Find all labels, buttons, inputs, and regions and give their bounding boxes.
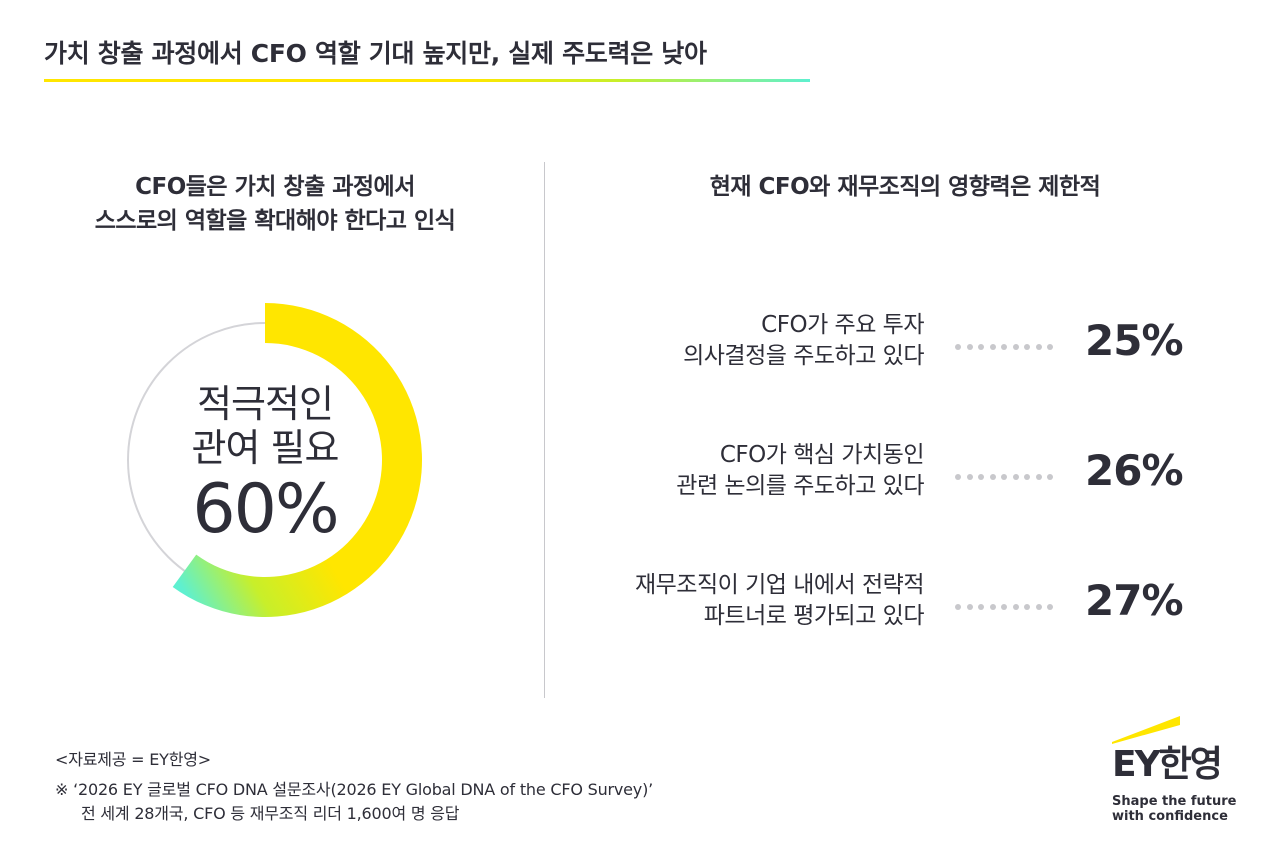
leader-dot [1001,474,1007,480]
leader-dot [966,604,973,610]
footer-notes: <자료제공 = EY한영> ※ ‘2026 EY 글로벌 CFO DNA 설문조… [55,748,653,826]
stat-value: 25% [1085,316,1184,365]
leader-dot [966,344,973,350]
footer-source: <자료제공 = EY한영> [55,750,211,769]
title-underline [44,79,810,82]
donut-label-line2: 관여 필요 [191,426,340,470]
footer-note-line2: 전 세계 28개국, CFO 등 재무조직 리더 1,600여 명 응답 [81,804,460,823]
leader-dot [1012,604,1019,610]
leader-dot [1035,474,1042,480]
donut-label-line1: 적극적인 [197,382,334,426]
leader-dot [1024,344,1030,350]
leader-dot [955,604,961,610]
stat-row-investment: CFO가 주요 투자 의사결정을 주도하고 있다 25% [570,310,1220,390]
page-title: 가치 창출 과정에서 CFO 역할 기대 높지만, 실제 주도력은 낮아 [44,39,707,68]
leader-dot [1001,604,1007,610]
stat-row-value-driver: CFO가 핵심 가치동인 관련 논의를 주도하고 있다 26% [570,440,1220,520]
footer-note-line1: ※ ‘2026 EY 글로벌 CFO DNA 설문조사(2026 EY Glob… [55,780,654,799]
left-heading-line1: CFO들은 가치 창출 과정에서 [135,174,415,200]
stat-label-line1: CFO가 핵심 가치동인 [719,442,925,468]
dotted-leader [955,604,1055,612]
donut-chart [127,303,423,617]
vertical-divider [544,162,545,698]
stat-label-line2: 파트너로 평가되고 있다 [703,603,925,629]
leader-dot [966,474,973,480]
leader-dot [1024,604,1030,610]
leader-dot [1024,474,1030,480]
leader-dot [1047,344,1053,350]
donut-value: 60% [192,470,339,549]
dotted-leader [955,474,1055,482]
leader-dot [1012,474,1019,480]
stat-value: 26% [1085,446,1184,495]
leader-dot [1012,344,1019,350]
leader-dot [989,474,996,480]
leader-dot [1035,604,1042,610]
leader-dot [978,604,984,610]
stat-value: 27% [1085,576,1184,625]
leader-dot [955,474,961,480]
logo-tagline-line1: Shape the future [1112,794,1237,809]
leader-dot [955,344,961,350]
leader-dot [978,474,984,480]
left-heading-line2: 스스로의 역할을 확대해야 한다고 인식 [94,208,456,234]
logo-tagline: Shape the future with confidence [1112,794,1252,824]
stat-label-line2: 관련 논의를 주도하고 있다 [676,473,924,499]
leader-dot [1047,604,1053,610]
dotted-leader [955,344,1055,352]
leader-dot [1001,344,1007,350]
stat-label-line2: 의사결정을 주도하고 있다 [683,343,924,369]
logo-slash-icon [1112,716,1180,744]
right-heading: 현재 CFO와 재무조직의 영향력은 제한적 [709,174,1101,200]
stat-label-line1: CFO가 주요 투자 [761,312,924,338]
leader-dot [978,344,984,350]
donut-value-arc [172,303,423,617]
stat-label-line1: 재무조직이 기업 내에서 전략적 [634,572,925,598]
stat-label: CFO가 핵심 가치동인 관련 논의를 주도하고 있다 [544,440,924,502]
leader-dot [1035,344,1042,350]
stat-label: 재무조직이 기업 내에서 전략적 파트너로 평가되고 있다 [544,570,925,632]
leader-dot [989,344,996,350]
ey-logo: EY한영 Shape the future with confidence [1112,714,1242,834]
logo-tagline-line2: with confidence [1112,809,1228,824]
stat-label: CFO가 주요 투자 의사결정을 주도하고 있다 [544,310,924,372]
logo-wordmark: EY한영 [1112,744,1223,785]
left-heading: CFO들은 가치 창출 과정에서 스스로의 역할을 확대해야 한다고 인식 [40,170,510,238]
leader-dot [1047,474,1053,480]
leader-dot [989,604,996,610]
donut-center-text: 적극적인 관여 필요 60% [150,382,380,550]
title-block: 가치 창출 과정에서 CFO 역할 기대 높지만, 실제 주도력은 낮아 [44,34,810,82]
stat-row-strategic-partner: 재무조직이 기업 내에서 전략적 파트너로 평가되고 있다 27% [570,570,1220,650]
